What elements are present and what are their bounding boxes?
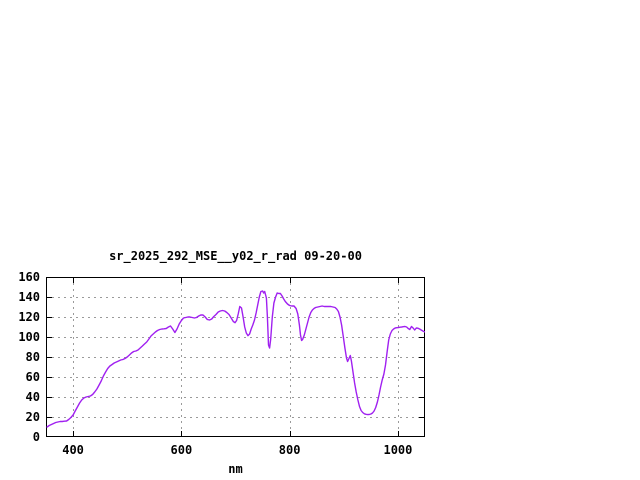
x-tick-label: 1000	[383, 443, 413, 457]
data-line	[46, 290, 425, 428]
y-tick-label: 40	[25, 390, 40, 404]
y-tick-label: 160	[18, 270, 40, 284]
x-tick-label: 800	[278, 443, 301, 457]
x-axis-label: nm	[228, 462, 243, 476]
y-tick-label: 100	[18, 330, 40, 344]
y-tick-label: 20	[25, 410, 40, 424]
plot-border	[46, 277, 425, 437]
plot-area	[46, 277, 425, 437]
chart-title: sr_2025_292_MSE__y02_r_rad 09-20-00	[109, 249, 362, 263]
y-tick-label: 140	[18, 290, 40, 304]
y-tick-label: 0	[32, 430, 40, 444]
y-tick-label: 120	[18, 310, 40, 324]
y-tick-label: 60	[25, 370, 40, 384]
x-tick-label: 600	[170, 443, 193, 457]
y-tick-label: 80	[25, 350, 40, 364]
plot-svg	[46, 277, 425, 437]
x-tick-label: 400	[62, 443, 84, 457]
